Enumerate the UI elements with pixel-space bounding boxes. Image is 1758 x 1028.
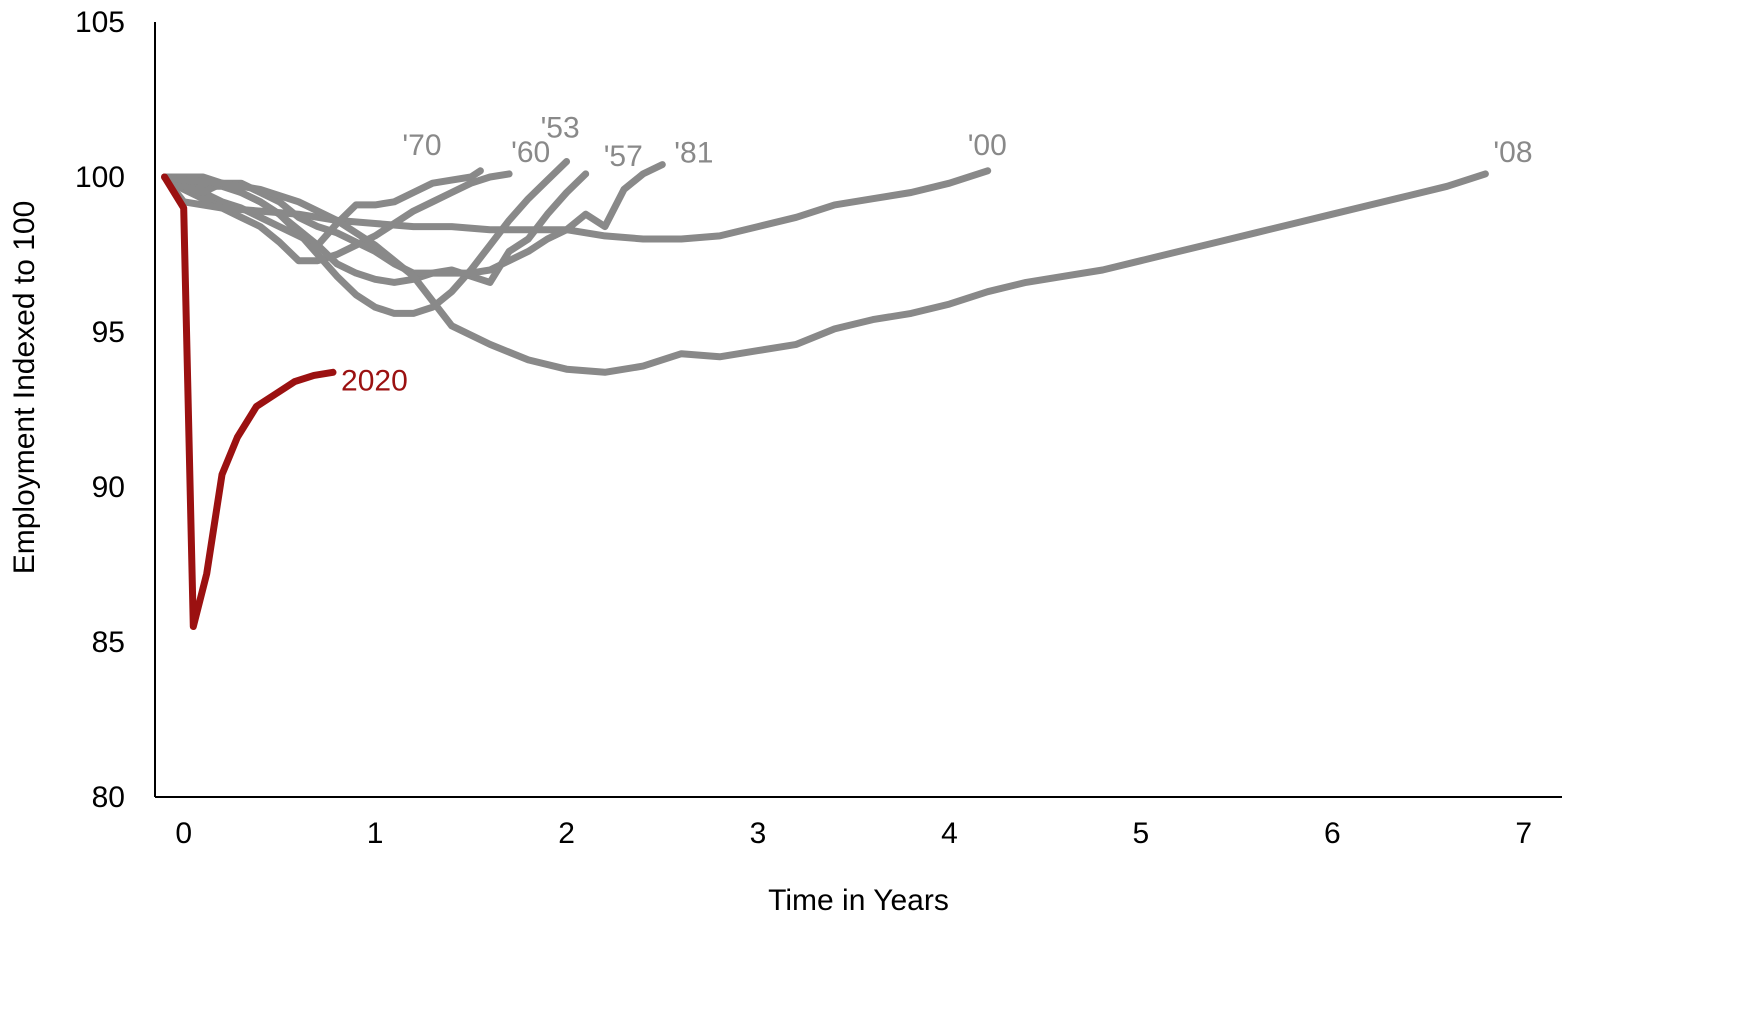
y-tick-label-105: 105 — [75, 6, 125, 39]
y-tick-label-100: 100 — [75, 161, 125, 194]
y-tick-label-95: 95 — [92, 316, 125, 349]
series-label-81: '81 — [674, 137, 713, 170]
y-axis-title: Employment Indexed to 100 — [8, 201, 41, 575]
x-tick-label-3: 3 — [750, 817, 767, 850]
y-tick-labels: 80 85 90 95 100 105 — [75, 6, 125, 814]
x-tick-label-4: 4 — [941, 817, 958, 850]
series-label-53: '53 — [541, 112, 580, 145]
series-line-70 — [161, 167, 484, 249]
x-tick-label-0: 0 — [175, 817, 192, 850]
series-lines — [161, 158, 1489, 630]
series-label-57: '57 — [604, 140, 643, 173]
x-tick-label-5: 5 — [1133, 817, 1150, 850]
series-label-2020: 2020 — [341, 364, 408, 397]
x-tick-label-6: 6 — [1324, 817, 1341, 850]
x-axis-title: Time in Years — [768, 884, 949, 917]
x-tick-label-7: 7 — [1515, 817, 1532, 850]
axes — [154, 22, 1562, 798]
series-label-00: '00 — [968, 129, 1007, 162]
y-tick-label-90: 90 — [92, 471, 125, 504]
series-line-57 — [161, 170, 590, 286]
series-line-2020 — [161, 173, 337, 630]
x-tick-label-1: 1 — [367, 817, 384, 850]
series-line-00 — [161, 167, 992, 243]
x-tick-labels: 0 1 2 3 4 5 6 7 — [175, 817, 1532, 850]
series-label-70: '70 — [402, 129, 441, 162]
y-tick-label-80: 80 — [92, 781, 125, 814]
series-labels: '70 '60'53 '57 '81 '00 '08 2020 — [341, 112, 1533, 398]
series-label-60: '60 — [511, 136, 550, 169]
y-tick-label-85: 85 — [92, 626, 125, 659]
series-line-08 — [161, 170, 1489, 376]
x-tick-label-2: 2 — [558, 817, 575, 850]
series-label-08: '08 — [1493, 136, 1532, 169]
